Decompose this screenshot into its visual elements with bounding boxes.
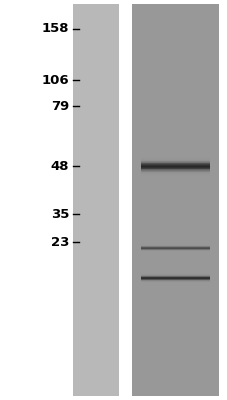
Bar <box>140 159 209 160</box>
Bar <box>140 166 209 167</box>
Bar <box>140 157 209 158</box>
Bar <box>140 155 209 156</box>
Bar <box>140 164 209 165</box>
Bar <box>140 160 209 161</box>
Bar <box>140 165 209 166</box>
Bar <box>140 163 209 164</box>
Bar <box>140 172 209 173</box>
Text: 23: 23 <box>50 236 69 248</box>
Bar <box>140 174 209 175</box>
Bar <box>140 170 209 171</box>
Text: 48: 48 <box>50 160 69 172</box>
Bar <box>140 169 209 170</box>
Text: 106: 106 <box>41 74 69 86</box>
Bar <box>140 176 209 177</box>
Bar <box>140 162 209 163</box>
Bar <box>132 4 218 396</box>
Bar <box>140 156 209 157</box>
Bar <box>140 167 209 168</box>
Text: 79: 79 <box>50 100 69 112</box>
Bar <box>73 4 118 396</box>
Bar <box>140 161 209 162</box>
Bar <box>140 173 209 174</box>
Bar <box>140 175 209 176</box>
Bar <box>140 171 209 172</box>
Bar <box>140 158 209 159</box>
Text: 158: 158 <box>41 22 69 35</box>
Bar <box>140 168 209 169</box>
Text: 35: 35 <box>50 208 69 220</box>
